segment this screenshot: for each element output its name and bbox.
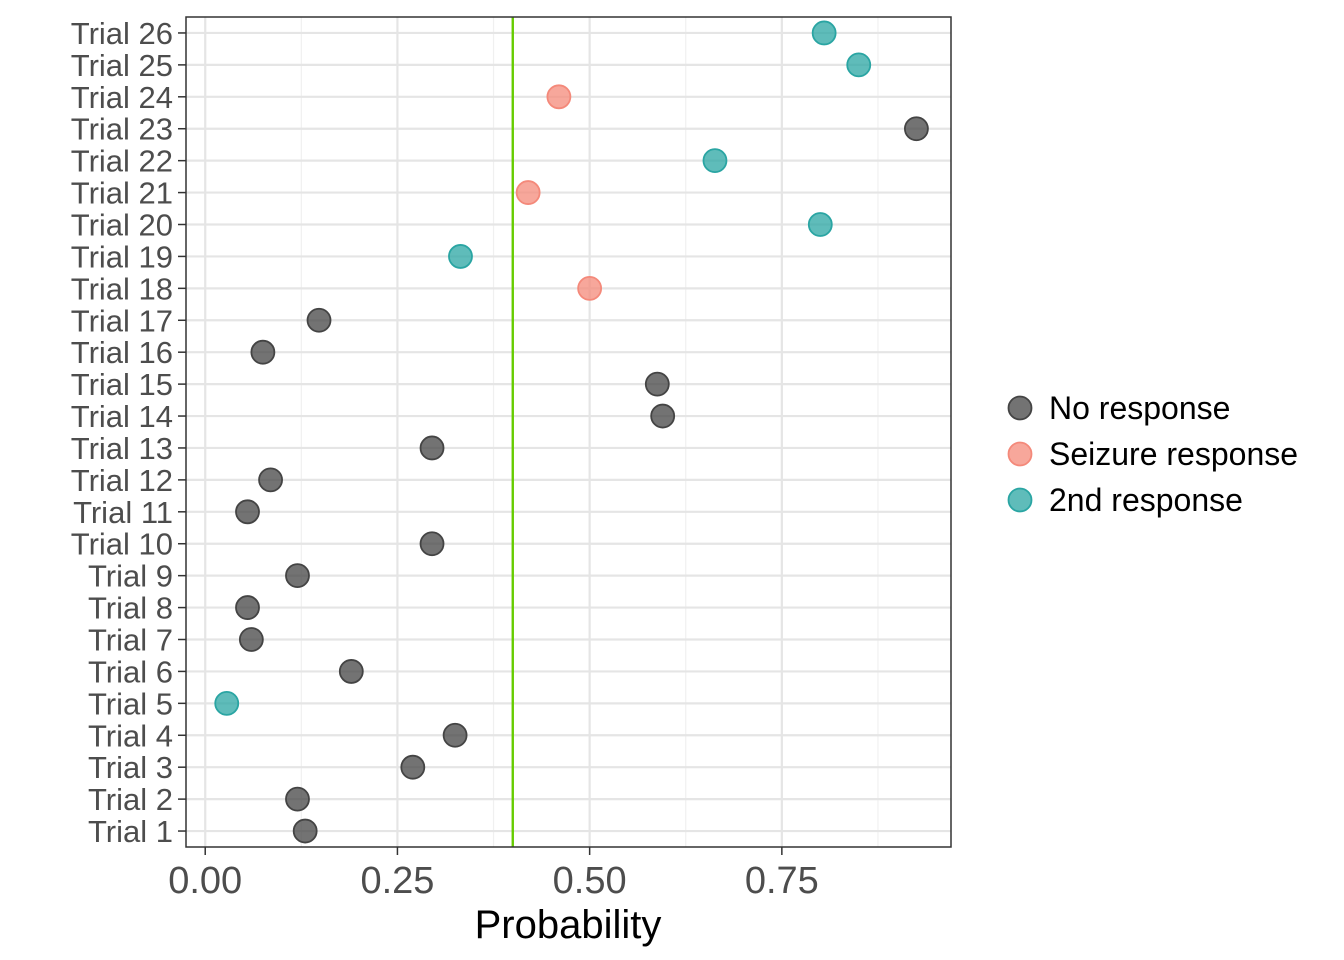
x-tick-label: 0.50 bbox=[553, 860, 627, 902]
plot-border bbox=[185, 16, 952, 848]
data-point bbox=[250, 339, 276, 365]
plot-panel bbox=[186, 17, 951, 847]
legend-label: Seizure response bbox=[1049, 436, 1298, 472]
legend-key bbox=[1007, 487, 1033, 513]
legend-key bbox=[1007, 441, 1033, 467]
legend-label: No response bbox=[1049, 390, 1230, 426]
y-tick-label: Trial 17 bbox=[71, 303, 173, 338]
data-point bbox=[306, 307, 332, 333]
data-point bbox=[807, 212, 833, 237]
data-point bbox=[238, 627, 264, 652]
y-tick-label: Trial 4 bbox=[88, 718, 173, 753]
minor-gridlines bbox=[300, 17, 879, 847]
y-tick-label: Trial 19 bbox=[71, 239, 173, 274]
legend-label: 2nd response bbox=[1049, 482, 1243, 518]
data-point bbox=[702, 148, 728, 174]
data-point bbox=[419, 435, 445, 461]
data-point bbox=[650, 403, 676, 429]
legend-key bbox=[1007, 395, 1033, 421]
data-points bbox=[214, 20, 929, 844]
x-tick-label: 0.25 bbox=[360, 860, 434, 902]
data-point bbox=[546, 84, 572, 110]
y-tick-label: Trial 18 bbox=[71, 271, 173, 306]
y-tick-label: Trial 6 bbox=[88, 654, 173, 689]
y-tick-label: Trial 20 bbox=[71, 208, 173, 243]
data-point bbox=[400, 754, 426, 780]
y-tick-label: Trial 13 bbox=[71, 431, 173, 466]
y-tick-label: Trial 2 bbox=[88, 782, 173, 817]
x-axis: 0.00 0.25 0.50 0.75 bbox=[168, 847, 819, 902]
x-axis-title: Probability bbox=[475, 903, 662, 947]
y-tick-label: Trial 3 bbox=[88, 750, 173, 785]
data-point bbox=[292, 818, 318, 844]
data-point bbox=[258, 467, 283, 493]
data-point bbox=[811, 20, 837, 46]
data-point bbox=[285, 563, 310, 589]
x-tick-label: 0.75 bbox=[745, 860, 819, 902]
y-tick-label: Trial 8 bbox=[88, 591, 173, 626]
y-tick-label: Trial 9 bbox=[88, 559, 173, 594]
data-point bbox=[577, 275, 603, 301]
y-tick-label: Trial 22 bbox=[71, 144, 173, 179]
data-point bbox=[285, 786, 310, 812]
legend: No response Seizure response 2nd response bbox=[1007, 390, 1298, 518]
data-point bbox=[235, 499, 260, 525]
y-tick-label: Trial 26 bbox=[71, 16, 173, 51]
data-point bbox=[419, 531, 445, 557]
y-tick-label: Trial 5 bbox=[88, 686, 173, 721]
y-tick-label: Trial 14 bbox=[71, 399, 173, 434]
y-tick-label: Trial 7 bbox=[88, 623, 173, 658]
y-tick-label: Trial 15 bbox=[71, 367, 173, 402]
data-point bbox=[442, 722, 468, 748]
data-point bbox=[904, 116, 929, 142]
y-tick-label: Trial 12 bbox=[71, 463, 173, 498]
data-point bbox=[644, 371, 670, 397]
y-tick-label: Trial 25 bbox=[71, 48, 173, 83]
data-point bbox=[846, 52, 872, 78]
y-tick-label: Trial 16 bbox=[71, 335, 173, 370]
data-point bbox=[235, 595, 260, 620]
data-point bbox=[338, 659, 364, 684]
data-point bbox=[515, 180, 541, 205]
x-tick-label: 0.00 bbox=[168, 860, 242, 902]
y-tick-label: Trial 23 bbox=[71, 112, 173, 147]
y-tick-label: Trial 24 bbox=[71, 80, 173, 115]
data-point bbox=[214, 690, 240, 716]
data-point bbox=[448, 244, 473, 269]
y-tick-label: Trial 21 bbox=[71, 176, 173, 211]
y-tick-label: Trial 10 bbox=[71, 527, 173, 562]
y-tick-label: Trial 11 bbox=[73, 495, 173, 530]
y-tick-label: Trial 1 bbox=[88, 814, 173, 849]
